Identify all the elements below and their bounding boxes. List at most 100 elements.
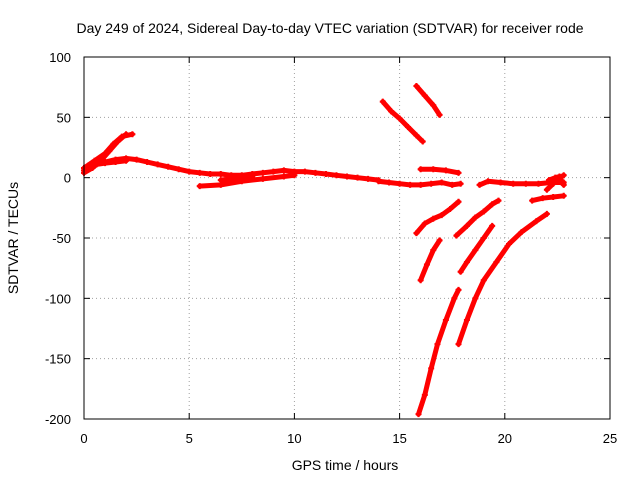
data-point: [175, 166, 182, 173]
data-point: [436, 111, 443, 118]
x-tick-label: 10: [287, 431, 301, 446]
data-point: [480, 277, 487, 284]
data-point: [539, 195, 546, 202]
data-series: [413, 198, 462, 237]
data-point: [489, 222, 496, 229]
data-point: [259, 175, 266, 182]
data-point: [430, 215, 437, 222]
data-point: [430, 247, 437, 254]
data-point: [449, 181, 456, 188]
data-point: [118, 133, 125, 140]
data-point: [85, 162, 92, 169]
y-tick-label: -150: [45, 352, 71, 367]
y-tick-label: 0: [64, 171, 71, 186]
data-point: [442, 317, 449, 324]
data-point: [543, 210, 550, 217]
data-point: [417, 277, 424, 284]
data-point: [270, 168, 277, 175]
gridlines: [84, 57, 610, 419]
data-point: [419, 138, 426, 145]
data-point: [489, 201, 496, 208]
x-tick-label: 20: [498, 431, 512, 446]
series-trace: [458, 223, 495, 275]
data-point: [413, 230, 420, 237]
data-point: [453, 232, 460, 239]
data-point: [472, 247, 479, 254]
data-point: [476, 181, 483, 188]
series-trace: [413, 199, 461, 236]
data-point: [455, 169, 462, 176]
x-axis-ticks: 0 5 10 15 20 25: [80, 57, 617, 446]
data-point: [556, 173, 563, 180]
data-point: [480, 235, 487, 241]
data-point: [421, 220, 428, 227]
data-series: [375, 178, 464, 188]
data-point: [455, 286, 462, 293]
data-series: [455, 210, 550, 348]
data-point: [457, 268, 464, 275]
data-point: [165, 163, 172, 170]
data-point: [518, 228, 525, 235]
data-point: [333, 172, 340, 179]
data-point: [396, 180, 403, 187]
data-point: [112, 158, 119, 165]
data-series: [529, 192, 567, 204]
y-axis-ticks: -200 -150 -100 -50 0 50 100: [45, 50, 610, 427]
data-point: [196, 169, 203, 176]
data-point: [407, 181, 414, 188]
x-tick-label: 0: [80, 431, 87, 446]
data-point: [375, 178, 382, 185]
data-point: [543, 186, 550, 193]
data-series: [457, 222, 496, 275]
data-point: [463, 259, 470, 266]
data-point: [545, 177, 552, 184]
data-point: [123, 157, 130, 164]
data-point: [207, 171, 214, 178]
data-point: [552, 174, 559, 181]
data-point: [463, 317, 470, 324]
data-point: [344, 173, 350, 180]
series-trace: [413, 83, 443, 118]
data-point: [472, 295, 479, 302]
data-point: [110, 140, 117, 147]
series-trace: [418, 237, 443, 283]
data-point: [428, 180, 435, 187]
data-point: [388, 108, 395, 115]
plot-area: [81, 82, 567, 418]
data-point: [186, 168, 193, 175]
data-point: [217, 171, 224, 178]
x-tick-label: 15: [392, 431, 406, 446]
x-tick-label: 25: [603, 431, 617, 446]
data-point: [421, 92, 428, 99]
data-point: [493, 259, 500, 266]
data-point: [379, 98, 386, 105]
data-point: [438, 212, 445, 219]
series-trace: [218, 174, 255, 183]
data-point: [102, 150, 109, 157]
data-point: [365, 175, 372, 182]
data-point: [428, 365, 435, 372]
y-tick-label: -100: [45, 291, 71, 306]
data-point: [423, 261, 430, 268]
y-tick-label: 50: [57, 110, 71, 125]
data-point: [228, 175, 235, 182]
data-point: [417, 181, 424, 188]
y-tick-label: -50: [52, 231, 71, 246]
series-trace: [418, 166, 461, 176]
data-point: [535, 180, 542, 187]
data-point: [102, 160, 109, 167]
data-point: [417, 166, 424, 173]
data-point: [133, 156, 140, 163]
data-point: [301, 168, 308, 175]
data-point: [291, 172, 298, 179]
data-point: [506, 241, 513, 248]
data-point: [497, 179, 504, 186]
data-point: [550, 193, 557, 200]
data-point: [415, 411, 422, 418]
data-point: [354, 174, 361, 181]
data-series: [453, 197, 502, 239]
data-point: [421, 391, 428, 398]
data-series: [217, 173, 256, 184]
data-series: [379, 98, 426, 145]
